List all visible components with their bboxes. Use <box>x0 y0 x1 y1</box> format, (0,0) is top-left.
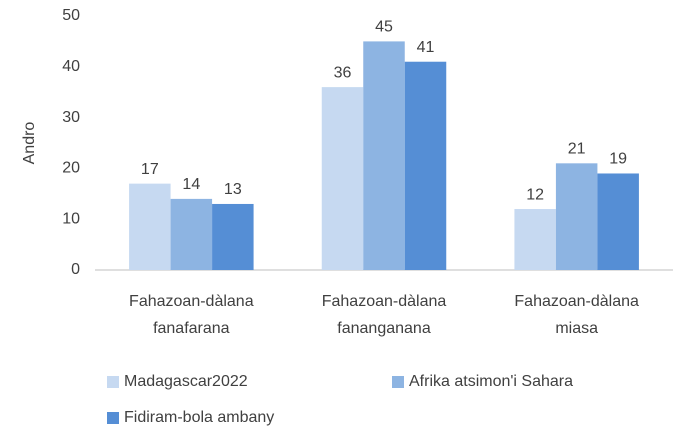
data-label: 12 <box>526 186 544 203</box>
y-tick-label: 10 <box>62 210 80 227</box>
data-label: 41 <box>417 39 435 56</box>
bar <box>597 173 639 270</box>
y-tick-label: 30 <box>62 109 80 126</box>
x-tick-label: Fahazoan-dàlana miasa <box>514 293 639 337</box>
data-label: 19 <box>609 151 627 168</box>
y-tick-label: 40 <box>62 58 80 75</box>
y-tick-label: 0 <box>71 261 80 278</box>
data-label: 17 <box>141 161 159 178</box>
data-label: 45 <box>375 19 393 36</box>
bar <box>321 87 364 271</box>
x-tick-label: Fahazoan-dàlana fanafarana <box>129 293 254 337</box>
legend-swatch <box>392 376 404 388</box>
legend-label: Madagascar2022 <box>124 373 248 390</box>
legend-swatch <box>107 412 119 424</box>
y-axis-title: Andro <box>21 122 38 165</box>
y-tick-label: 20 <box>62 160 80 177</box>
x-tick-label: Fahazoan-dàlana fananganana <box>322 293 447 337</box>
bar <box>129 183 171 270</box>
bar <box>212 203 254 270</box>
bar <box>404 61 447 270</box>
data-label: 21 <box>568 141 586 158</box>
legend-label: Afrika atsimon'i Sahara <box>409 373 573 390</box>
data-label: 13 <box>224 181 242 198</box>
bar <box>170 198 213 270</box>
data-label: 36 <box>334 64 352 81</box>
bar <box>555 163 598 270</box>
bar <box>363 41 405 271</box>
legend-label: Fidiram-bola ambany <box>124 409 274 426</box>
data-label: 14 <box>182 176 200 193</box>
y-tick-label: 50 <box>62 7 80 24</box>
legend-swatch <box>107 376 119 388</box>
bar <box>514 209 556 270</box>
